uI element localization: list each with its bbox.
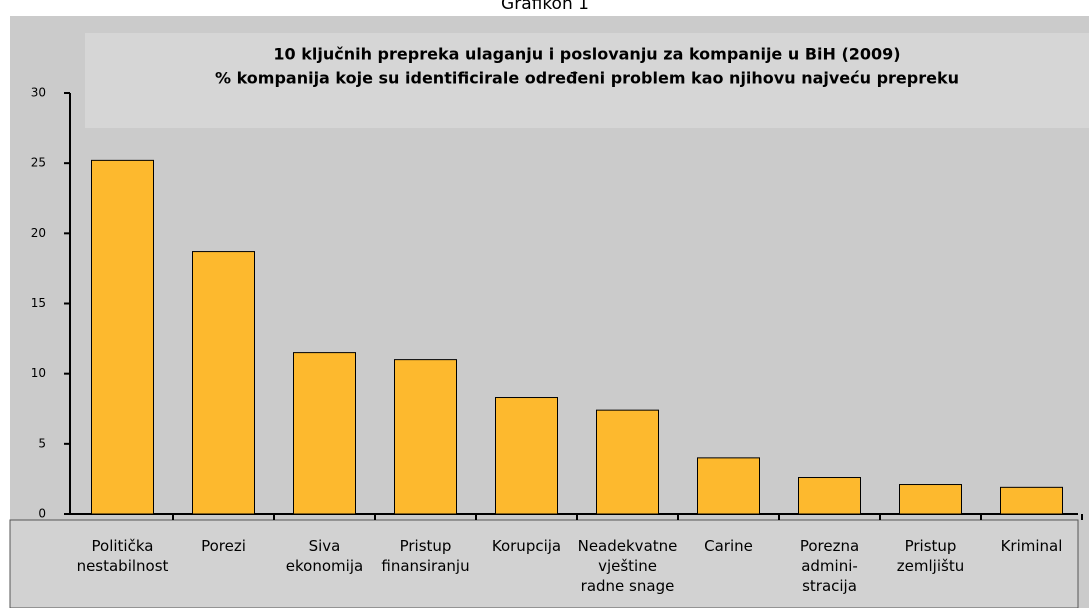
x-tick-label: Porezi — [201, 537, 246, 555]
x-tick-label: Kriminal — [1001, 537, 1063, 555]
bar — [91, 159, 154, 515]
x-tick-label: Pristup zemljištu — [897, 537, 964, 575]
bar — [192, 251, 255, 515]
y-tick-label: 25 — [31, 156, 46, 170]
x-tick-label: Neadekvatne vještine radne snage — [578, 537, 678, 595]
bar — [1000, 486, 1063, 515]
y-tick-label: 30 — [31, 86, 46, 100]
bar — [293, 352, 356, 515]
bar — [798, 477, 861, 515]
y-tick-label: 20 — [31, 226, 46, 240]
y-tick-label: 5 — [38, 436, 46, 450]
bar — [899, 484, 962, 515]
x-tick-label: Pristup finansiranju — [381, 537, 469, 575]
y-tick-label: 15 — [31, 296, 46, 310]
title-box — [85, 33, 1089, 128]
bar — [596, 409, 659, 515]
x-tick-label: Porezna admini-stracija — [800, 537, 859, 595]
y-tick-label: 10 — [31, 366, 46, 380]
x-tick-label: Siva ekonomija — [286, 537, 363, 575]
x-tick-label: Carine — [704, 537, 753, 555]
y-tick-label: 0 — [38, 507, 46, 521]
caption: Grafikon 1 — [501, 0, 589, 14]
chart-title: 10 ključnih prepreka ulaganju i poslovan… — [273, 45, 900, 64]
chart-subtitle: % kompanija koje su identificirale određ… — [215, 69, 959, 88]
bar — [394, 359, 457, 515]
x-tick-label: Korupcija — [492, 537, 561, 555]
x-tick-label: Politička nestabilnost — [77, 537, 169, 575]
bar — [697, 457, 760, 515]
bar — [495, 397, 558, 515]
